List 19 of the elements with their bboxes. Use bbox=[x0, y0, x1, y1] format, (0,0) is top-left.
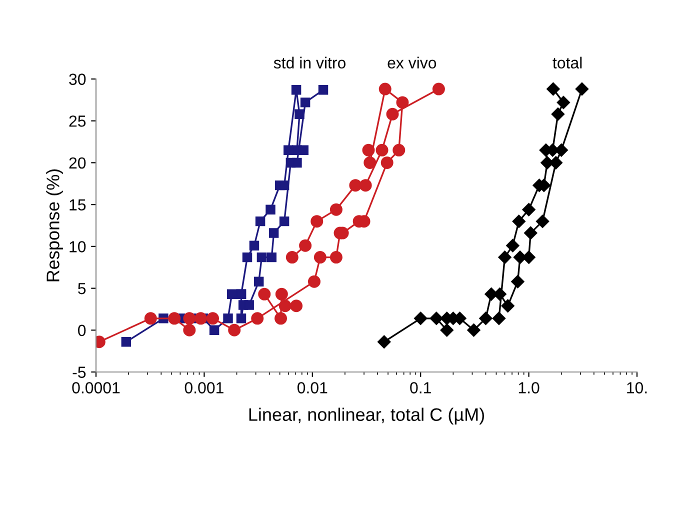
y-tick-label: 20 bbox=[69, 157, 86, 169]
y-tick-label: -5 bbox=[72, 366, 86, 378]
x-tick-label: 1.0 bbox=[518, 382, 540, 394]
y-tick-label: 30 bbox=[69, 74, 86, 85]
y-tick-label: 10 bbox=[70, 241, 86, 252]
x-tick-label: 0.01 bbox=[297, 382, 328, 394]
y-tick-label: 0 bbox=[78, 324, 86, 336]
x-tick-label: 0.1 bbox=[410, 382, 431, 394]
x-tick-label: 0.0001 bbox=[72, 382, 120, 394]
y-tick-label: 5 bbox=[78, 283, 86, 294]
x-axis-title: Linear, nonlinear, total C (µM) bbox=[249, 408, 484, 425]
y-tick-label: 15 bbox=[70, 199, 86, 211]
x-tick-label: 0.001 bbox=[184, 382, 224, 394]
series-label: ex vivo bbox=[388, 56, 436, 69]
x-tick-label: 10. bbox=[627, 382, 647, 394]
series-label: std in vitro bbox=[274, 56, 346, 69]
y-axis-title: Response (%) bbox=[46, 169, 63, 282]
series-label: total bbox=[552, 56, 582, 69]
y-tick-label: 25 bbox=[69, 115, 86, 127]
